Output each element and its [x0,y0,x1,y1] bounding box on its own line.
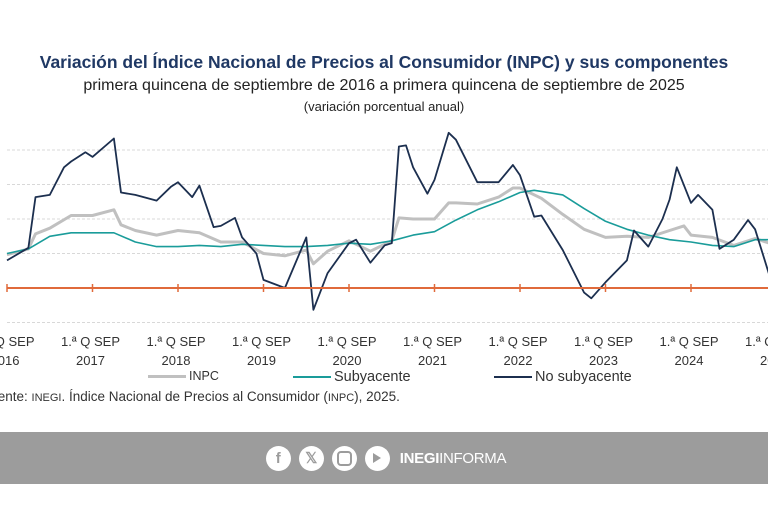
x-tick-year: 2023 [589,353,618,368]
x-tick-year: 2018 [161,353,191,368]
x-tick-year: 2017 [76,353,105,368]
x-tick-line1: 1.ª Q SEP [60,334,120,349]
series-line-inpc [6,186,768,266]
brand-bold: INEGI [399,449,440,467]
x-tick-line1: 1.ª Q SEP [659,334,719,349]
x-tick-line1: 1.ª Q SEP [146,334,206,349]
line-chart [6,131,768,323]
x-tick-year: 2021 [418,353,447,368]
source-prefix: Fuente: [0,389,28,404]
unit-note: (variación porcentual anual) [303,99,465,114]
legend-label: No subyacente [535,369,632,385]
x-tick-line1: 1.ª Q SEP [317,334,377,349]
x-tick-label: 1.ª Q SEP 2017 [46,332,136,370]
x-tick-label: 1.ª Q SEP 2020 [302,332,392,370]
x-tick-label: 1.ª Q SEP 2022 [473,332,563,370]
legend-item-subyacente: Subyacente [293,369,411,385]
brand-light: INFORMA [439,449,507,467]
x-tick-label: 1.ª Q SEP 2023 [559,332,649,370]
x-tick-line1: 1.ª Q SEP [744,334,768,349]
source-suffix: ), 2025. [354,389,400,404]
legend-item-inpc: INPC [148,369,219,383]
x-tick-year: 2020 [332,353,362,368]
instagram-icon[interactable] [331,445,357,471]
x-tick-year: 2025 [760,353,768,368]
series-line-no-subyacente [6,131,768,311]
legend-item-no-subyacente: No subyacente [494,369,632,385]
x-tick-label: 1.ª Q SEP 2024 [644,332,734,370]
source-note: Fuente: INEGI. Índice Nacional de Precio… [0,389,400,404]
x-tick-label: 1.ª Q SEP 2016 [0,332,50,370]
source-org: INEGI [31,392,62,404]
x-tick-line1: 1.ª Q SEP [488,334,548,349]
legend: INPC Subyacente No subyacente [0,369,768,389]
source-text: . Índice Nacional de Precios al Consumid… [61,389,328,404]
series-line-subyacente [6,189,768,255]
legend-label: INPC [189,369,219,383]
x-tick-line1: 1.ª Q SEP [402,334,462,349]
legend-swatch [293,376,331,378]
x-tick-year: 2019 [247,353,276,368]
source-abbr: INPC [327,392,355,404]
x-tick-line1: 1.ª Q SEP [0,334,35,349]
x-tick-label: 1.ª Q SEP 2021 [388,332,478,370]
youtube-icon[interactable] [364,445,390,471]
chart-title: Variación del Índice Nacional de Precios… [39,52,729,72]
chart-subtitle: primera quincena de septiembre de 2016 a… [83,77,685,94]
x-icon[interactable]: 𝕏 [298,445,324,471]
x-tick-label: 1.ª Q SEP 2019 [217,332,307,370]
x-tick-year: 2022 [503,353,533,368]
x-tick-line1: 1.ª Q SEP [573,334,633,349]
x-tick-label: 1.ª Q SEP 2018 [131,332,221,370]
facebook-icon[interactable]: f [265,445,291,471]
legend-swatch [148,374,186,378]
x-tick-label: 1.ª Q SEP 2025 [730,332,768,370]
footer-bar: f 𝕏 INEGIINFORMA [0,432,768,484]
x-tick-year: 2016 [0,353,20,368]
legend-label: Subyacente [334,369,411,385]
x-tick-year: 2024 [674,353,704,368]
brand-logo: INEGIINFORMA [399,449,507,467]
x-tick-line1: 1.ª Q SEP [231,334,291,349]
legend-swatch [494,376,532,378]
